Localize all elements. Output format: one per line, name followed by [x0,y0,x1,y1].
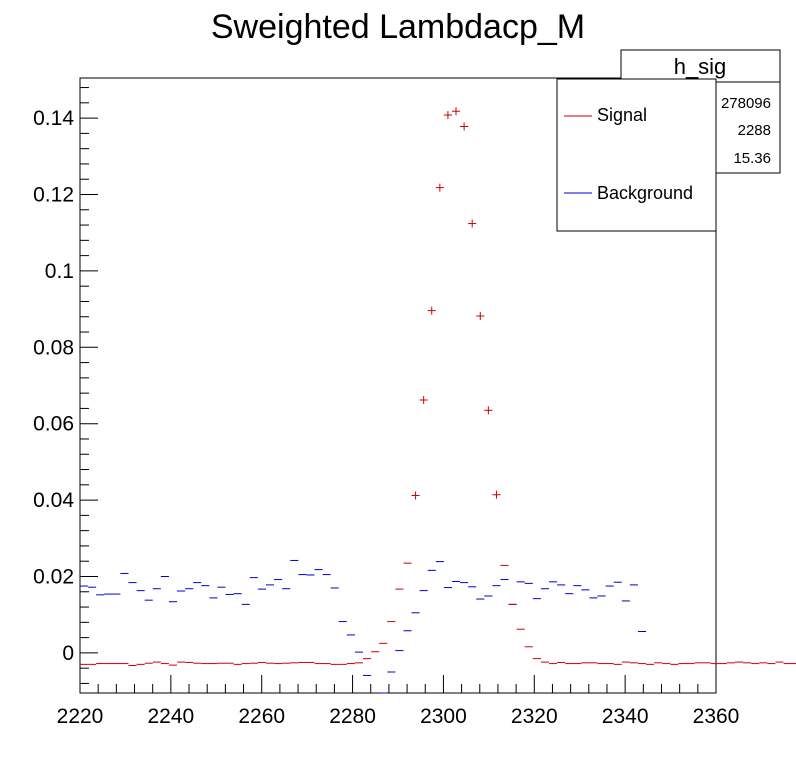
x-tick-label: 2260 [238,705,285,728]
stats-stddev-value: 15.36 [733,150,771,167]
x-tick-label: 2280 [329,705,376,728]
x-tick-label: 2340 [602,705,649,728]
signal-series [80,107,796,666]
x-tick-label: 2300 [420,705,467,728]
y-tick-label: 0.14 [33,107,74,130]
y-tick-label: 0.1 [45,260,74,283]
legend: Signal Background [556,78,717,232]
y-tick-label: 0.06 [33,413,74,436]
legend-background-label: Background [597,183,693,203]
background-series [80,559,647,694]
y-tick-label: 0.12 [33,184,74,207]
x-tick-label: 2360 [693,705,740,728]
y-tick-label: 0.08 [33,336,74,359]
x-tick-label: 2220 [57,705,104,728]
x-tick-label: 2240 [147,705,194,728]
axis-ticks: 2220 2240 2260 2280 2300 2320 2340 2360 0 0.02 0.0… [33,87,740,728]
legend-signal-label: Signal [597,105,647,125]
legend-frame [556,78,717,232]
chart-title: Sweighted Lambdacp_M [211,8,585,46]
stats-mean-value: 2288 [738,122,771,139]
stats-entries-value: 278096 [721,95,771,112]
x-tick-label: 2320 [511,705,558,728]
stats-box-title: h_sig [674,54,727,79]
y-tick-label: 0.04 [33,489,74,512]
y-tick-label: 0.02 [33,565,74,588]
y-tick-label: 0 [62,642,74,665]
